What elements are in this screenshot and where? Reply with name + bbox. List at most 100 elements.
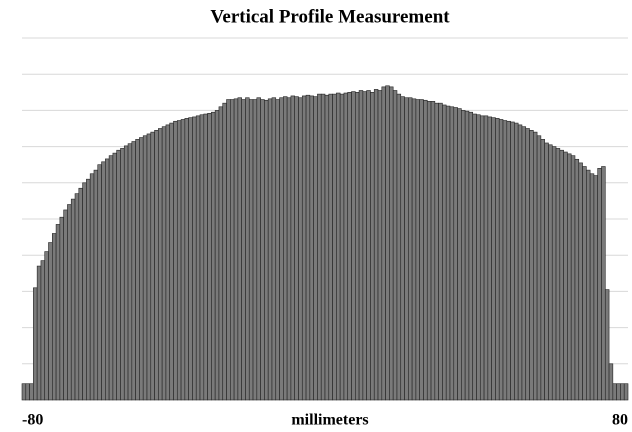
bar xyxy=(214,110,220,401)
bar xyxy=(597,168,602,401)
bar xyxy=(620,383,625,401)
bar xyxy=(260,99,265,401)
bar xyxy=(211,111,216,401)
bar xyxy=(267,98,273,401)
bar xyxy=(366,90,371,401)
bar xyxy=(294,96,299,401)
bar xyxy=(305,94,311,401)
bar xyxy=(517,124,523,401)
bar xyxy=(396,93,402,401)
bar xyxy=(442,104,447,401)
bar xyxy=(461,110,466,401)
bar xyxy=(74,193,80,401)
bar xyxy=(199,114,205,401)
bar xyxy=(226,99,231,401)
bar xyxy=(142,135,148,401)
bar xyxy=(415,99,420,401)
bar xyxy=(392,90,398,401)
bar xyxy=(184,118,189,401)
bar xyxy=(582,166,587,401)
bar xyxy=(283,96,288,401)
bar xyxy=(601,166,606,401)
bar xyxy=(108,155,114,401)
bar xyxy=(468,111,474,401)
bar xyxy=(540,139,545,401)
bar xyxy=(67,204,72,401)
bar xyxy=(207,112,212,401)
bar xyxy=(385,85,390,401)
bar xyxy=(548,144,553,401)
bar xyxy=(105,158,110,401)
bar xyxy=(150,131,155,401)
bar xyxy=(336,92,341,401)
bar xyxy=(373,89,379,401)
bar xyxy=(309,95,314,401)
bar xyxy=(139,137,144,401)
bar xyxy=(608,363,614,401)
bar xyxy=(82,182,87,401)
bar xyxy=(320,93,326,401)
bar xyxy=(430,101,436,401)
bar xyxy=(434,102,439,401)
bar xyxy=(551,146,557,401)
bar xyxy=(567,153,572,401)
bar xyxy=(203,113,208,401)
bar xyxy=(230,99,235,401)
bar xyxy=(419,99,424,401)
bar xyxy=(472,113,477,401)
bar xyxy=(29,383,34,401)
bar xyxy=(354,92,360,401)
bar xyxy=(362,91,367,401)
bar xyxy=(93,169,99,401)
bar xyxy=(25,383,30,401)
bar xyxy=(101,161,106,401)
bar xyxy=(377,90,383,401)
bar xyxy=(195,115,201,401)
bar xyxy=(161,126,167,401)
bar xyxy=(332,93,337,401)
bar xyxy=(21,383,27,401)
bar xyxy=(612,383,617,401)
bar xyxy=(536,135,542,401)
bar xyxy=(55,224,61,401)
bar xyxy=(233,98,239,401)
bar xyxy=(286,97,292,401)
bar xyxy=(252,99,258,401)
bar xyxy=(506,120,511,401)
bar xyxy=(120,148,125,401)
bar xyxy=(370,92,375,401)
bar xyxy=(521,126,527,401)
bar xyxy=(63,209,68,401)
bar xyxy=(248,99,254,401)
x-tick-label: 80 xyxy=(612,412,628,429)
bar xyxy=(589,173,595,401)
bar xyxy=(328,93,333,401)
bar xyxy=(116,149,121,401)
bar xyxy=(438,102,443,401)
bar xyxy=(222,102,227,401)
bar xyxy=(218,106,224,401)
bar xyxy=(491,117,496,401)
bar xyxy=(339,93,345,401)
bar xyxy=(347,92,352,401)
bar xyxy=(423,99,428,401)
bar xyxy=(563,151,568,401)
x-tick-label: -80 xyxy=(22,412,43,429)
bar xyxy=(256,97,261,401)
bar xyxy=(146,133,152,401)
bar xyxy=(529,130,534,401)
bar xyxy=(313,96,318,401)
bar xyxy=(495,118,500,401)
bar xyxy=(445,105,451,401)
bar xyxy=(301,95,307,401)
bar xyxy=(487,116,492,401)
bar xyxy=(245,97,250,401)
bar xyxy=(78,187,83,401)
bar xyxy=(40,260,46,401)
bar xyxy=(464,110,470,401)
bar xyxy=(70,198,76,401)
bar xyxy=(483,115,489,401)
bar xyxy=(449,106,455,401)
bar xyxy=(544,142,549,401)
